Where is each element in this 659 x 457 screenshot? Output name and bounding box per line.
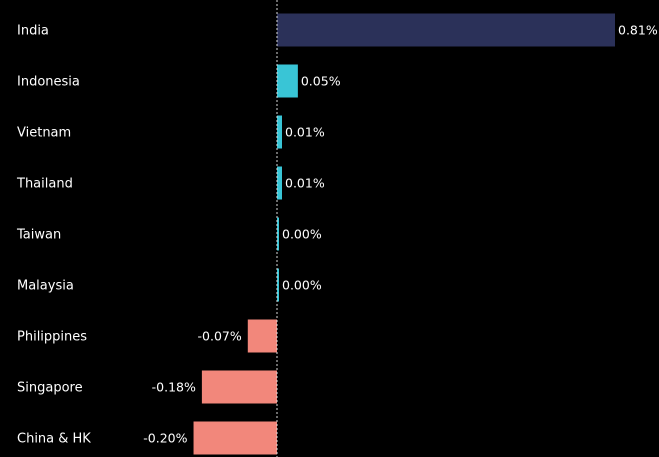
bar-philippines	[247, 319, 277, 353]
value-label: 0.00%	[282, 227, 322, 242]
value-label: 0.01%	[285, 125, 325, 140]
bar-china-hk	[193, 421, 277, 455]
bars-layer	[193, 13, 615, 455]
category-label: Philippines	[17, 330, 87, 345]
bar-india	[277, 13, 615, 47]
category-label: China & HK	[17, 432, 91, 447]
category-label: Indonesia	[17, 75, 80, 90]
labels-layer: India 0.81% Indonesia 0.05% Vietnam 0.01% Thai…	[16, 23, 658, 447]
bar-singapore	[201, 370, 277, 404]
bar-vietnam	[277, 115, 282, 149]
bar-indonesia	[277, 64, 298, 98]
value-label: -0.18%	[152, 380, 196, 395]
category-label: Thailand	[16, 177, 73, 192]
value-label: -0.07%	[198, 329, 242, 344]
value-label: 0.05%	[301, 74, 341, 89]
bar-taiwan	[277, 217, 279, 251]
category-label: Taiwan	[16, 228, 61, 243]
category-label: Vietnam	[17, 126, 71, 141]
category-label: Singapore	[17, 381, 83, 396]
category-label: India	[17, 24, 49, 39]
value-label: 0.81%	[618, 23, 658, 38]
bar-malaysia	[277, 268, 279, 302]
value-label: -0.20%	[143, 431, 187, 446]
value-label: 0.00%	[282, 278, 322, 293]
value-label: 0.01%	[285, 176, 325, 191]
category-label: Malaysia	[17, 279, 74, 294]
bar-thailand	[277, 166, 282, 200]
